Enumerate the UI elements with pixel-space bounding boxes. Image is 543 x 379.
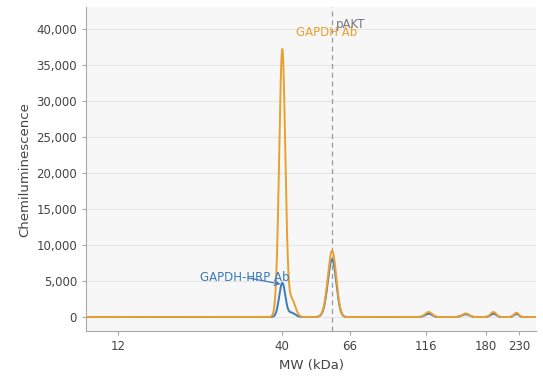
Text: GAPDH-HRP Ab: GAPDH-HRP Ab [200,271,290,285]
Y-axis label: Chemiluminescence: Chemiluminescence [18,102,31,236]
Text: pAKT: pAKT [336,18,365,31]
X-axis label: MW (kDa): MW (kDa) [279,359,344,372]
Text: GAPDH Ab: GAPDH Ab [296,27,357,39]
